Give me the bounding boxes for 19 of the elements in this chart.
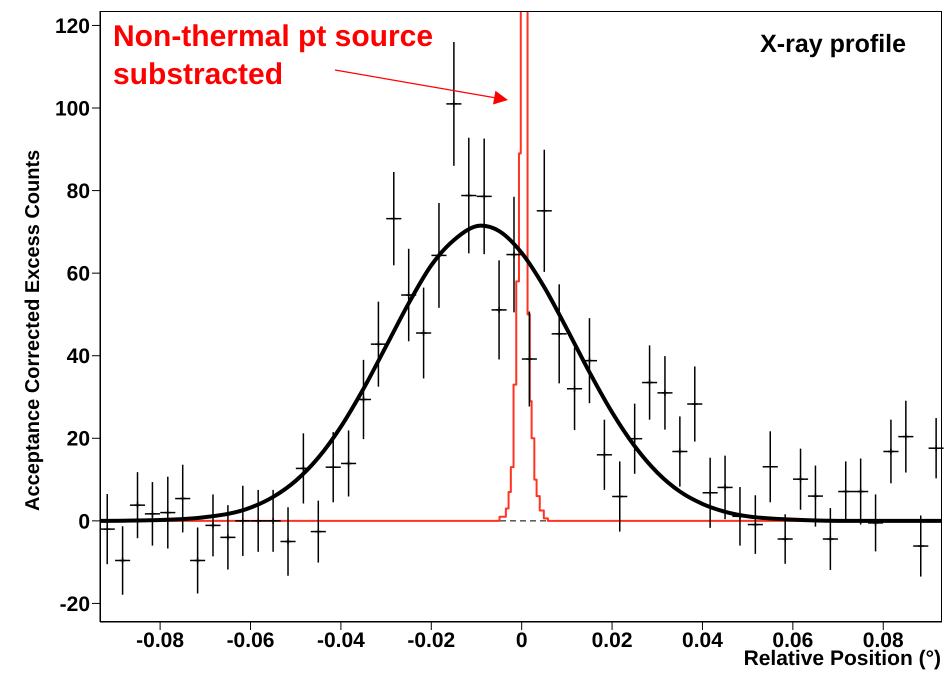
x-tick-label: -0.02 bbox=[407, 628, 456, 652]
y-tick-label: 80 bbox=[66, 180, 90, 204]
y-axis-title: Acceptance Corrected Excess Counts bbox=[22, 150, 45, 511]
x-tick-label: 0.02 bbox=[592, 628, 633, 652]
y-tick-label: 60 bbox=[66, 262, 90, 286]
x-tick-label: 0 bbox=[516, 628, 528, 652]
y-tick-label: 100 bbox=[54, 97, 90, 120]
x-tick-label: -0.06 bbox=[226, 628, 274, 652]
x-tick-label: 0.04 bbox=[682, 628, 724, 652]
y-tick-label: 40 bbox=[66, 345, 90, 368]
text: X-ray profile bbox=[760, 30, 906, 59]
x-tick-label: -0.04 bbox=[316, 628, 366, 652]
y-tick-label: 120 bbox=[54, 14, 90, 38]
x-tick-label: -0.08 bbox=[136, 628, 184, 652]
x-axis-title: Relative Position (°) bbox=[744, 647, 941, 671]
y-tick-label: -20 bbox=[60, 592, 90, 616]
y-tick-label: 20 bbox=[66, 428, 90, 451]
annotation: Non-thermal pt source substracted bbox=[113, 20, 434, 91]
y-tick-label: 0 bbox=[78, 510, 90, 534]
